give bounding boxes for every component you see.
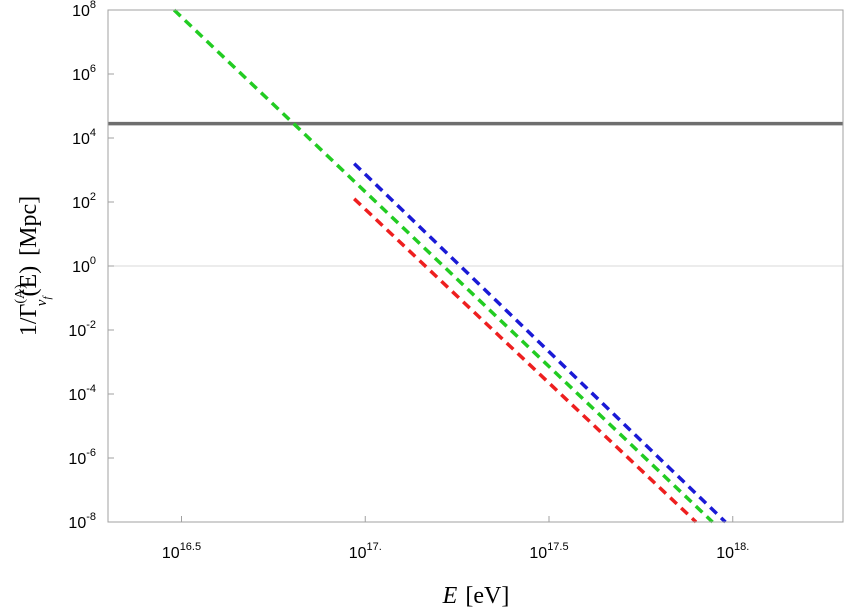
series-line-1 bbox=[352, 162, 727, 524]
y-tick-label: 106 bbox=[72, 63, 96, 84]
x-axis-label: E [eV] bbox=[442, 583, 510, 609]
y-tick-label: 10-6 bbox=[68, 447, 96, 468]
x-ticks: 1016.5 1017. 1017.5 1018. bbox=[162, 516, 749, 562]
y-tick-label: 100 bbox=[72, 255, 96, 276]
y-axis-sup: (A) bbox=[13, 284, 28, 304]
y-tick-label: 10-4 bbox=[68, 383, 96, 404]
series-line-3 bbox=[352, 197, 698, 524]
y-axis-subsub: f bbox=[41, 295, 53, 300]
y-tick-label: 10-8 bbox=[68, 511, 96, 532]
y-axis-sub: ν bbox=[34, 299, 50, 306]
x-axis-unit: [eV] bbox=[465, 583, 509, 609]
x-axis-var: E bbox=[442, 583, 458, 609]
y-axis-unit: [Mpc] bbox=[16, 196, 42, 256]
x-tick-label: 1018. bbox=[716, 541, 749, 562]
y-tick-label: 102 bbox=[72, 191, 96, 212]
y-ticks: 108 106 104 102 100 10-2 10-4 10-6 10-8 bbox=[68, 0, 114, 532]
series-line-2 bbox=[172, 8, 714, 524]
series-group bbox=[172, 8, 727, 524]
y-tick-label: 104 bbox=[72, 127, 96, 148]
x-tick-label: 1017. bbox=[349, 541, 382, 562]
y-axis-main: 1/Γ bbox=[16, 304, 42, 337]
y-tick-label: 10-2 bbox=[68, 319, 96, 340]
y-axis-label: 1/Γ(A) νf(E) [Mpc] bbox=[13, 196, 53, 336]
y-tick-label: 108 bbox=[72, 0, 96, 20]
x-tick-label: 1016.5 bbox=[162, 541, 201, 562]
x-tick-label: 1017.5 bbox=[529, 541, 568, 562]
y-axis-arg: (E) bbox=[16, 266, 42, 297]
